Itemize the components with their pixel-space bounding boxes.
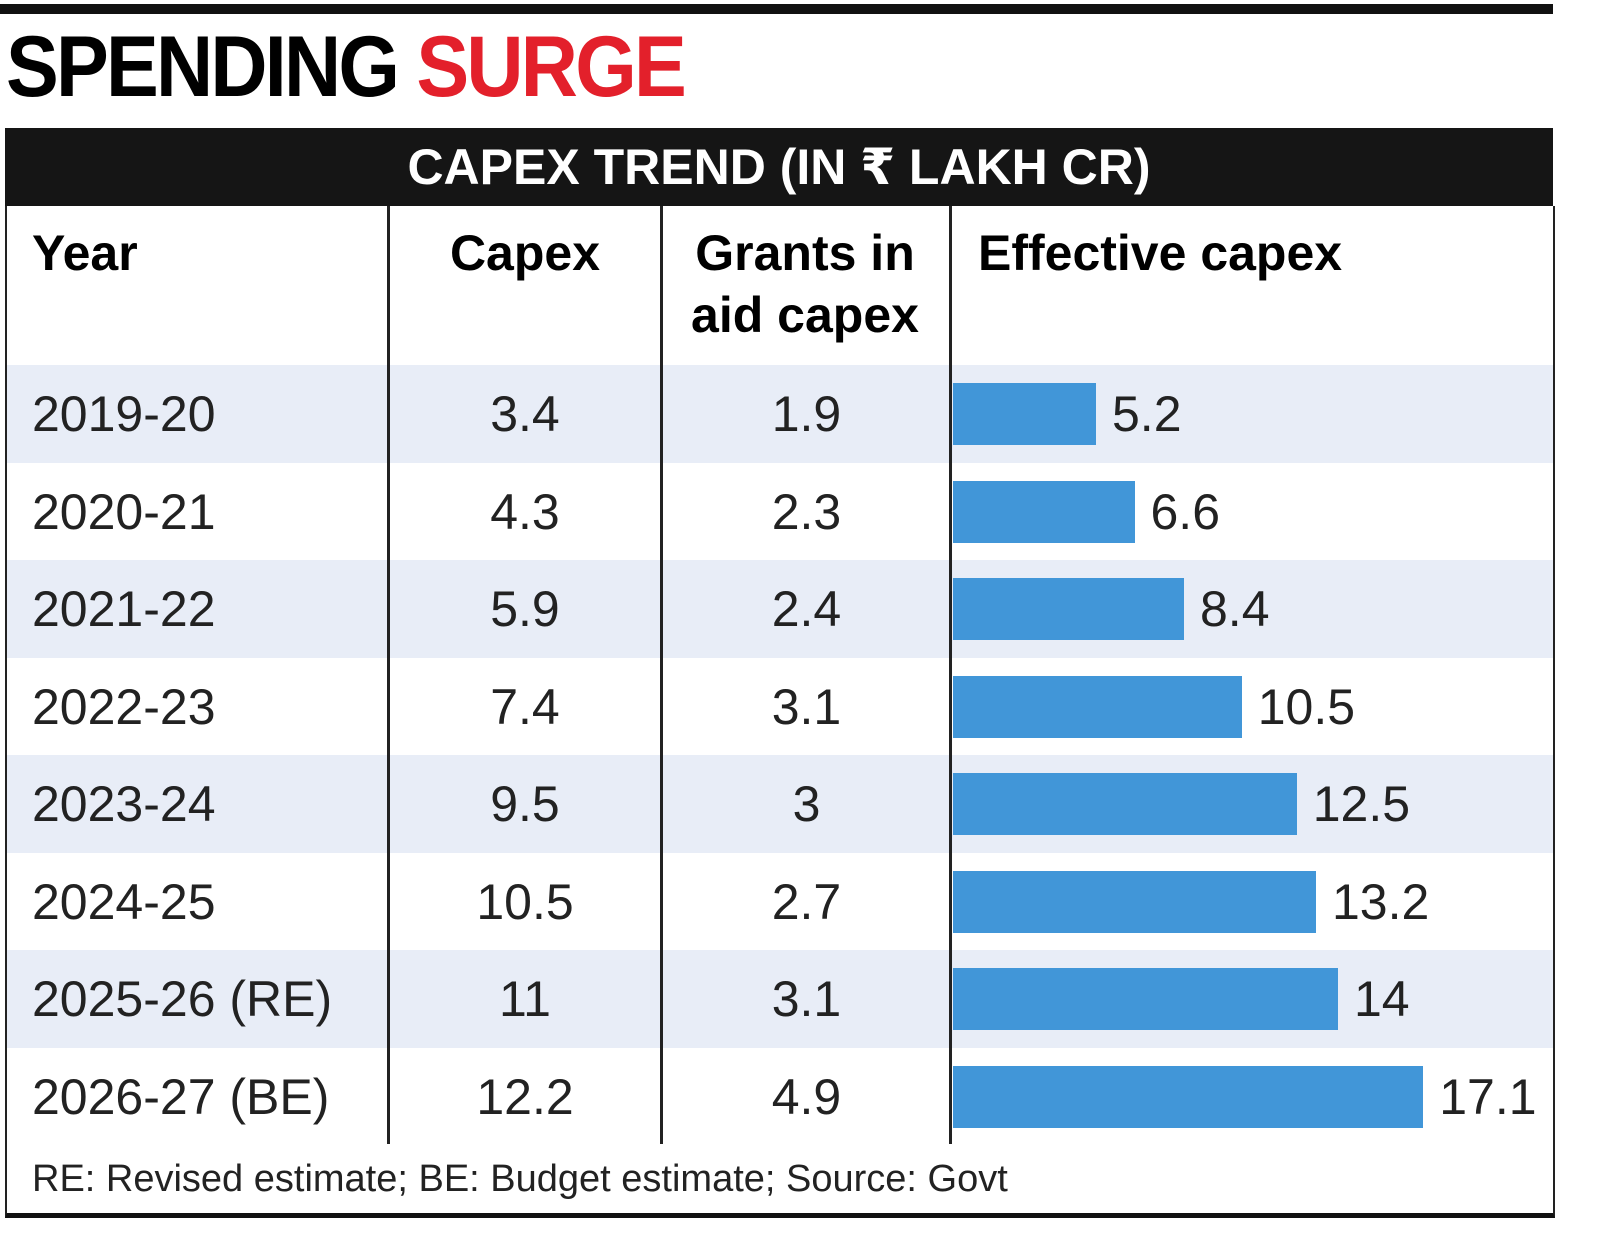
capex-cell: 12.2 xyxy=(476,1068,574,1125)
capex-cell: 11 xyxy=(499,971,551,1027)
bar xyxy=(953,1065,1424,1128)
bar-label: 12.5 xyxy=(1312,776,1411,832)
bar-label: 17.1 xyxy=(1439,1068,1537,1125)
grants-cell: 3.1 xyxy=(771,971,842,1027)
year-cell: 2019-20 xyxy=(32,386,216,442)
year-cell: 2023-24 xyxy=(32,776,216,832)
bar xyxy=(953,870,1316,933)
column-header: Grants in aid capex xyxy=(691,225,919,343)
year-cell: 2026-27 (BE) xyxy=(32,1068,330,1125)
capex-cell: 7.4 xyxy=(490,678,560,735)
grants-cell: 3 xyxy=(792,776,821,832)
capex-cell: 3.4 xyxy=(490,386,560,442)
year-cell: 2024-25 xyxy=(32,873,216,930)
column-header: Year xyxy=(32,225,138,281)
row-shade xyxy=(7,365,1553,463)
year-cell: 2022-23 xyxy=(32,678,216,735)
bar-label: 13.2 xyxy=(1332,873,1430,930)
grants-cell: 4.9 xyxy=(771,1068,842,1125)
top-rule xyxy=(0,4,1553,14)
year-cell: 2020-21 xyxy=(32,483,216,540)
title-part: SURGE xyxy=(416,19,686,115)
title: SPENDING SURGE xyxy=(6,18,687,117)
grants-cell: 3.1 xyxy=(771,678,842,735)
bar xyxy=(953,773,1297,835)
column-header: Capex xyxy=(449,225,601,281)
title-part: SPENDING xyxy=(6,19,400,115)
year-cell: 2025-26 (RE) xyxy=(32,971,333,1027)
bar xyxy=(953,675,1242,738)
bar-label: 10.5 xyxy=(1257,678,1356,735)
year-cell: 2021-22 xyxy=(32,581,216,637)
bar-label: 14 xyxy=(1354,971,1410,1027)
bar xyxy=(953,383,1096,445)
column-divider xyxy=(949,206,952,1144)
grants-cell: 1.9 xyxy=(771,386,842,442)
column-divider xyxy=(660,206,663,1144)
bar xyxy=(953,578,1184,640)
capex-cell: 4.3 xyxy=(490,483,560,540)
capex-cell: 9.5 xyxy=(490,776,560,832)
grants-cell: 2.3 xyxy=(771,483,842,540)
capex-cell: 10.5 xyxy=(476,873,574,930)
subtitle: CAPEX TREND (IN ₹ LAKH CR) xyxy=(5,128,1553,206)
bar xyxy=(953,480,1135,543)
column-divider xyxy=(387,206,390,1144)
table-frame xyxy=(5,206,1555,1218)
grants-cell: 2.7 xyxy=(771,873,842,930)
bar-label: 6.6 xyxy=(1150,483,1221,540)
capex-cell: 5.9 xyxy=(490,581,560,637)
column-header: Effective capex xyxy=(978,225,1343,281)
bar xyxy=(953,968,1338,1030)
footnote: RE: Revised estimate; BE: Budget estimat… xyxy=(32,1158,1008,1200)
bar-label: 8.4 xyxy=(1200,581,1270,637)
row-shade xyxy=(7,560,1553,658)
bar-label: 5.2 xyxy=(1112,386,1182,442)
grants-cell: 2.4 xyxy=(771,581,842,637)
